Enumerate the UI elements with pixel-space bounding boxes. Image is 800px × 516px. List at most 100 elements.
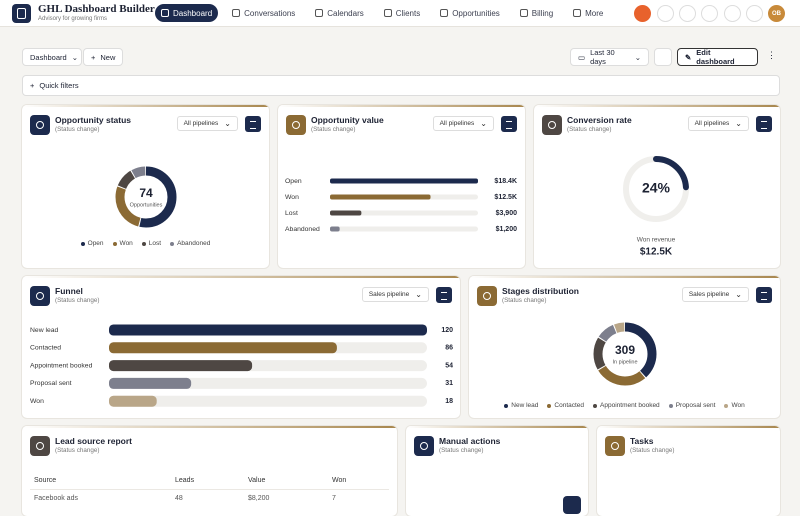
quick-filters[interactable]: + Quick filters xyxy=(22,75,780,96)
page: GHL Dashboard Builder Advisory for growi… xyxy=(0,0,800,500)
label: New xyxy=(100,52,116,62)
card-icon xyxy=(30,436,50,456)
gauge-arc xyxy=(623,156,689,222)
settings-button[interactable] xyxy=(756,287,772,303)
dashboard-select[interactable]: Dashboard ⌄ xyxy=(22,48,82,66)
icon-button[interactable] xyxy=(679,5,696,22)
icon-button[interactable] xyxy=(634,5,651,22)
nav-item[interactable]: Dashboard xyxy=(155,4,219,22)
nav-label: Dashboard xyxy=(173,8,213,18)
legend-label: New lead xyxy=(511,402,539,409)
chart: New lead 120 Contacted 86 Appointment booked… xyxy=(30,324,453,407)
card-icon xyxy=(414,436,434,456)
icon-button[interactable] xyxy=(701,5,718,22)
bar-value: $18.4K xyxy=(494,178,517,185)
logo[interactable] xyxy=(12,4,31,23)
filter-select[interactable]: Sales pipeline xyxy=(681,287,749,302)
legend-item: Abandoned xyxy=(170,240,210,247)
gauge-caption-value: $12.5K xyxy=(640,247,673,258)
card-icon xyxy=(30,286,50,306)
card-subtitle: (Status change) xyxy=(55,297,100,304)
filter-select[interactable]: All pipelines xyxy=(176,116,238,131)
new-button[interactable]: + New xyxy=(83,48,123,66)
chart xyxy=(406,426,588,516)
settings-button[interactable] xyxy=(436,287,452,303)
card-title: Opportunity status xyxy=(55,115,132,125)
legend-item: Contacted xyxy=(547,402,584,409)
nav-label: Billing xyxy=(531,8,554,18)
label: Quick filters xyxy=(39,81,79,90)
table-cell: 7 xyxy=(332,495,336,502)
card-title: Opportunity value xyxy=(311,115,384,125)
card: Lead source report (Status change) Source L… xyxy=(22,426,397,516)
donut-segment xyxy=(593,322,657,386)
bar-label: Contacted xyxy=(30,345,61,352)
chart xyxy=(22,426,397,516)
legend-label: Contacted xyxy=(554,402,585,409)
card-title: Conversion rate xyxy=(567,115,632,125)
bar-label: Won xyxy=(30,398,44,405)
table-cell: 48 xyxy=(175,495,183,502)
more-menu[interactable]: ⋮ xyxy=(767,50,776,60)
nav-item[interactable]: Billing xyxy=(514,4,559,22)
card-subtitle: (Status change) xyxy=(311,126,356,133)
legend-label: Abandoned xyxy=(177,240,211,247)
icon-button[interactable] xyxy=(746,5,763,22)
filter-select[interactable]: All pipelines xyxy=(687,116,749,131)
card-subtitle: (Status change) xyxy=(55,447,100,454)
card: Stages distribution (Status change) Sales … xyxy=(469,276,780,418)
gauge-value: 24% xyxy=(642,180,671,196)
avatar[interactable]: OB xyxy=(768,5,785,22)
card-icon xyxy=(30,115,50,135)
bar-label: Appointment booked xyxy=(30,362,93,369)
bar-label: Lost xyxy=(285,210,298,217)
label: Edit dashboard xyxy=(696,48,735,66)
icon-button[interactable] xyxy=(724,5,741,22)
app-title: GHL Dashboard Builder xyxy=(38,3,155,15)
donut-caption: In pipeline xyxy=(612,359,637,365)
action-button[interactable] xyxy=(563,496,581,514)
gauge-caption: Won revenue xyxy=(637,237,676,244)
bar xyxy=(109,324,427,336)
nav-label: Calendars xyxy=(327,8,364,18)
card: Manual actions (Status change) xyxy=(406,426,588,516)
donut-segment xyxy=(115,166,177,228)
bar-track xyxy=(330,226,478,232)
card: Opportunity status (Status change) All pip… xyxy=(22,105,269,268)
range-select[interactable]: ▭ Last 30 days ⌄ xyxy=(570,48,649,66)
legend-item: Proposal sent xyxy=(668,402,715,409)
table-header: Value xyxy=(248,477,266,484)
icon-button[interactable] xyxy=(657,5,674,22)
nav-item[interactable]: Clients xyxy=(378,4,426,22)
nav-item[interactable]: More xyxy=(567,4,609,22)
table-header: Leads xyxy=(175,477,195,484)
card-subtitle: (Status change) xyxy=(439,447,484,454)
card-title: Lead source report xyxy=(55,436,132,446)
legend-item: New lead xyxy=(504,402,538,409)
edit-button[interactable]: ✎ Edit dashboard xyxy=(677,48,758,66)
settings-button[interactable] xyxy=(245,116,261,132)
app-subtitle: Advisory for growing firms xyxy=(38,16,108,22)
nav-item[interactable]: Conversations xyxy=(226,4,301,22)
bar-label: Won xyxy=(285,194,299,201)
nav-label: Clients xyxy=(395,8,421,18)
nav: Dashboard Conversations Calendars Clients Op… xyxy=(155,4,609,22)
bar xyxy=(330,178,478,184)
bar xyxy=(109,360,253,372)
bar-label: Proposal sent xyxy=(30,380,72,387)
card-subtitle: (Status change) xyxy=(502,297,547,304)
chart: 24% Won revenue $12.5K xyxy=(623,156,689,258)
settings-button[interactable] xyxy=(501,116,517,132)
nav-item[interactable]: Opportunities xyxy=(434,4,506,22)
filter-select[interactable]: Sales pipeline xyxy=(361,287,429,302)
ai-button[interactable] xyxy=(654,48,672,66)
nav-item[interactable]: Calendars xyxy=(309,4,369,22)
legend-label: Appointment booked xyxy=(600,402,660,409)
card: Conversion rate (Status change) All pipeli… xyxy=(534,105,780,268)
label: Last 30 days xyxy=(590,48,615,66)
legend-item: Lost xyxy=(141,240,161,247)
settings-button[interactable] xyxy=(756,116,772,132)
filter-select[interactable]: All pipelines xyxy=(432,116,494,131)
card-title: Manual actions xyxy=(439,436,501,446)
label: Dashboard xyxy=(30,52,67,62)
